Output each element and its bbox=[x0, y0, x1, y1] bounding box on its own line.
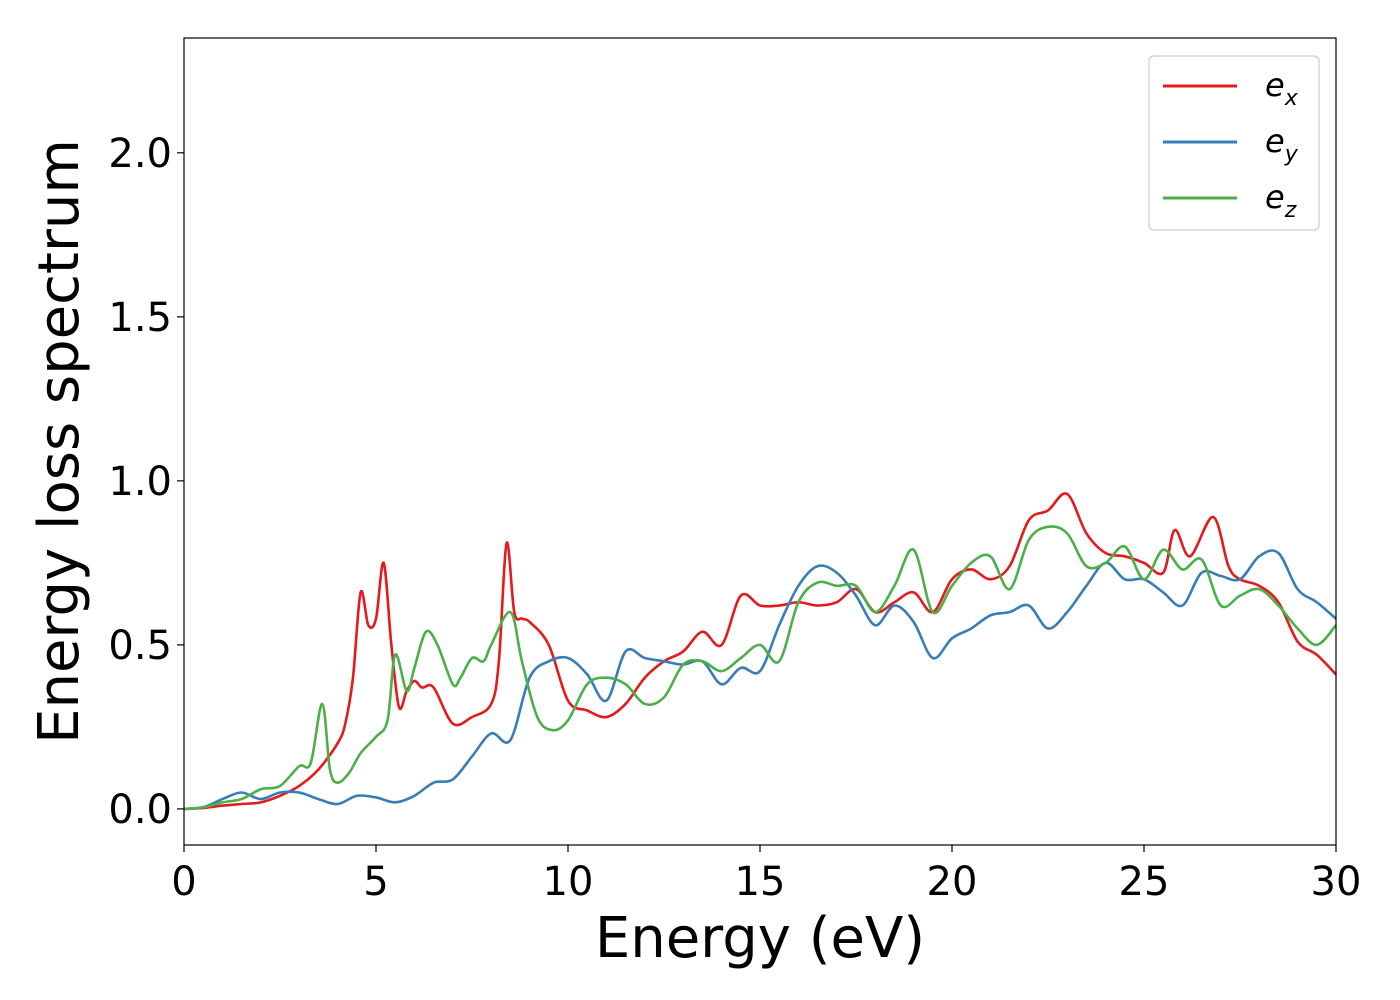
x-tick-label: 5 bbox=[363, 859, 388, 905]
y-axis-title: Energy loss spectrum bbox=[27, 139, 92, 744]
legend-label: ez bbox=[1265, 178, 1297, 223]
x-tick-label: 25 bbox=[1119, 859, 1170, 905]
legend-label-subscript: x bbox=[1284, 86, 1299, 111]
x-axis-title: Energy (eV) bbox=[595, 906, 925, 971]
y-tick-label: 0.5 bbox=[108, 623, 172, 669]
x-tick-label: 0 bbox=[171, 859, 196, 905]
series-line-e-z bbox=[183, 525, 1337, 811]
y-tick-label: 0.0 bbox=[108, 787, 172, 833]
legend-label-main: e bbox=[1265, 178, 1285, 216]
y-tick-label: 1.0 bbox=[108, 459, 172, 505]
x-tick-label: 30 bbox=[1311, 859, 1362, 905]
y-tick-label: 2.0 bbox=[108, 131, 172, 177]
legend-label-subscript: y bbox=[1284, 142, 1299, 167]
legend-label-subscript: z bbox=[1284, 198, 1297, 223]
legend-label-main: e bbox=[1265, 122, 1285, 160]
legend-label-main: e bbox=[1265, 66, 1285, 104]
x-tick-label: 15 bbox=[735, 859, 786, 905]
series-line-e-y bbox=[183, 549, 1337, 811]
legend-label: ex bbox=[1265, 66, 1299, 111]
y-tick-label: 1.5 bbox=[108, 295, 172, 341]
x-axis-ticks: 0 5 10 15 20 25 30 bbox=[171, 845, 1361, 905]
x-tick-label: 10 bbox=[543, 859, 594, 905]
series-layer bbox=[183, 492, 1337, 811]
x-tick-label: 20 bbox=[927, 859, 978, 905]
legend-label: ey bbox=[1265, 122, 1299, 167]
y-axis-ticks: 0.0 0.5 1.0 1.5 2.0 bbox=[108, 131, 184, 833]
